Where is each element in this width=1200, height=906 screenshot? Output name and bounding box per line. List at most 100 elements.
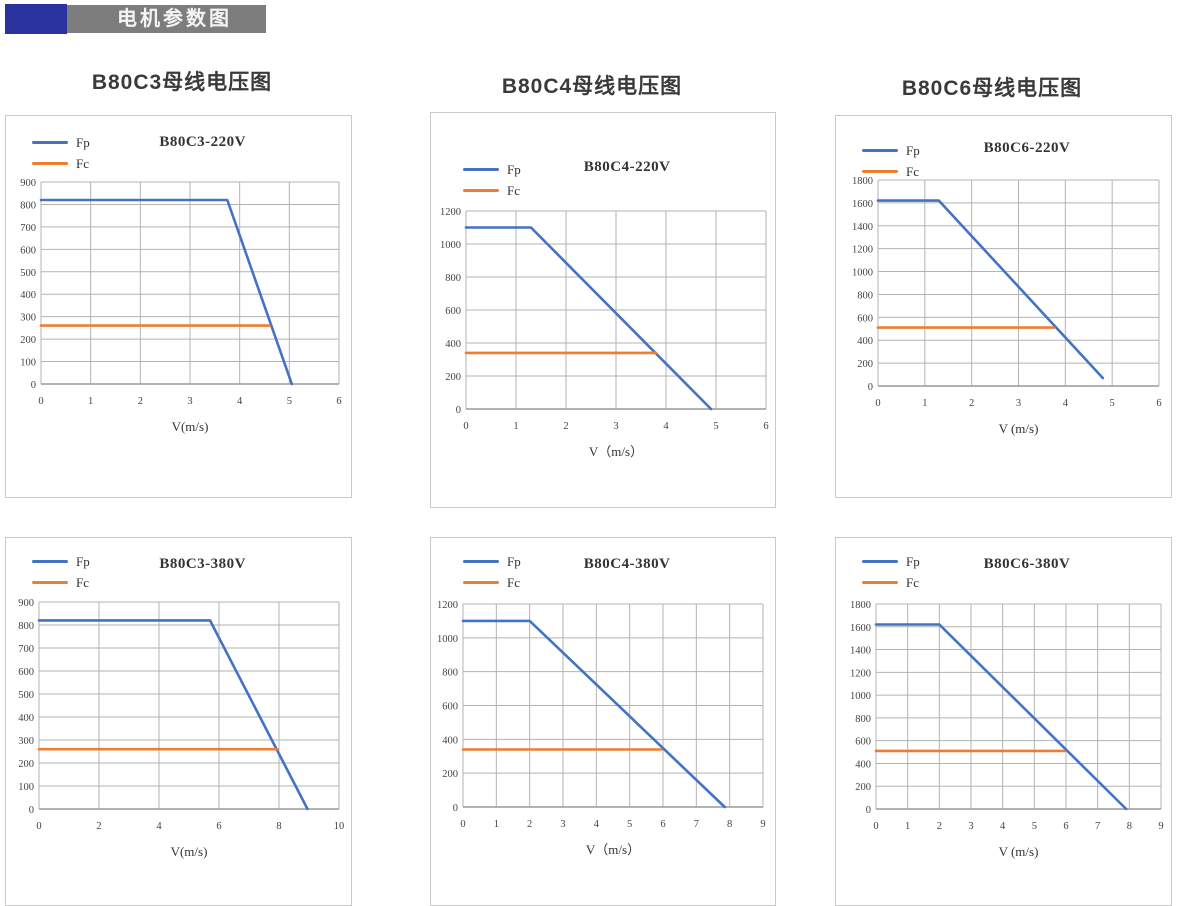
svg-text:2: 2 (138, 396, 143, 407)
svg-text:500: 500 (20, 268, 36, 279)
svg-text:8: 8 (727, 819, 732, 830)
fc-line-swatch (862, 581, 898, 584)
legend-item-fc: Fc (463, 180, 521, 201)
fc-line-swatch (862, 170, 898, 173)
svg-text:600: 600 (857, 313, 873, 324)
fc-line-swatch (32, 162, 68, 165)
svg-text:3: 3 (187, 396, 192, 407)
chart-panel-b80c6-220v: Fp Fc B80C6-220V 0 200 400 600 800 1000 1200 14… (835, 115, 1172, 498)
svg-text:0: 0 (866, 805, 871, 816)
legend-item-fp: Fp (463, 159, 521, 180)
svg-text:1200: 1200 (437, 600, 458, 611)
svg-text:200: 200 (20, 335, 36, 346)
svg-text:4: 4 (156, 821, 162, 832)
svg-text:1200: 1200 (440, 207, 461, 218)
page-title: 电机参数图 (117, 8, 232, 30)
svg-text:800: 800 (855, 714, 871, 725)
chart-panel-b80c6-380v: Fp Fc B80C6-380V 0 200 400 600 800 1000 1200 14… (835, 537, 1172, 906)
fc-line-swatch (463, 189, 499, 192)
chart-legend: Fp Fc (862, 140, 920, 182)
svg-text:3: 3 (1016, 398, 1021, 409)
svg-text:5: 5 (1110, 398, 1115, 409)
svg-text:1: 1 (494, 819, 499, 830)
svg-text:V(m/s): V(m/s) (171, 844, 208, 859)
svg-text:0: 0 (453, 803, 458, 814)
legend-label-fp: Fp (76, 553, 90, 569)
svg-text:6: 6 (336, 396, 341, 407)
chart-legend: Fp Fc (463, 159, 521, 201)
legend-item-fc: Fc (32, 572, 90, 593)
fp-line-swatch (862, 149, 898, 152)
legend-label-fc: Fc (76, 574, 89, 590)
svg-text:0: 0 (29, 805, 34, 816)
svg-text:6: 6 (216, 821, 221, 832)
svg-text:100: 100 (20, 358, 36, 369)
svg-text:1: 1 (922, 398, 927, 409)
chart-panel-b80c4-220v: Fp Fc B80C4-220V 0 200 400 600 800 1000 1200 0 1… (430, 112, 776, 508)
fp-line-swatch (463, 168, 499, 171)
chart-panel-b80c3-220v: Fp Fc B80C3-220V 0 100 200 300 400 500 600 700 8… (5, 115, 352, 498)
svg-text:2: 2 (937, 821, 942, 832)
chart-legend: Fp Fc (862, 551, 920, 593)
svg-text:1600: 1600 (852, 199, 873, 210)
svg-text:1000: 1000 (850, 691, 871, 702)
legend-label-fp: Fp (507, 553, 521, 569)
svg-text:1: 1 (905, 821, 910, 832)
legend-label-fc: Fc (76, 155, 89, 171)
header-accent-block (5, 4, 67, 34)
svg-text:1: 1 (88, 396, 93, 407)
chart-title: B80C6-380V (983, 556, 1071, 572)
fp-line-swatch (32, 560, 68, 563)
legend-item-fp: Fp (862, 140, 920, 161)
chart-plot: 0 200 400 600 800 1000 1200 1400 1600 1800 0 1 2 3 4 5 6… (852, 176, 1162, 436)
svg-text:200: 200 (442, 769, 458, 780)
legend-label-fp: Fp (76, 134, 90, 150)
legend-item-fp: Fp (463, 551, 521, 572)
legend-label-fp: Fp (906, 142, 920, 158)
svg-text:9: 9 (1158, 821, 1163, 832)
svg-text:1800: 1800 (850, 600, 871, 611)
legend-item-fc: Fc (463, 572, 521, 593)
chart-title: B80C3-380V (159, 556, 246, 572)
svg-text:5: 5 (627, 819, 632, 830)
chart-title: B80C3-220V (159, 134, 246, 150)
svg-text:500: 500 (18, 690, 34, 701)
svg-text:6: 6 (1063, 821, 1068, 832)
chart-title: B80C4-380V (583, 556, 671, 572)
chart-plot: 0 100 200 300 400 500 600 700 800 900 0 2 4 6 8 10 V(m/s… (18, 598, 344, 859)
svg-text:6: 6 (763, 421, 768, 432)
svg-text:0: 0 (873, 821, 878, 832)
svg-text:800: 800 (18, 621, 34, 632)
chart-panel-b80c3-380v: Fp Fc B80C3-380V 0 100 200 300 400 500 600 700 8… (5, 537, 352, 906)
svg-text:5: 5 (287, 396, 292, 407)
svg-text:200: 200 (855, 782, 871, 793)
svg-text:6: 6 (660, 819, 665, 830)
svg-text:0: 0 (460, 819, 465, 830)
svg-text:V（m/s）: V（m/s） (589, 444, 643, 459)
svg-text:700: 700 (18, 644, 34, 655)
svg-text:2: 2 (563, 421, 568, 432)
svg-text:800: 800 (445, 273, 461, 284)
svg-text:0: 0 (875, 398, 880, 409)
svg-text:1400: 1400 (852, 222, 873, 233)
chart-legend: Fp Fc (463, 551, 521, 593)
svg-text:400: 400 (857, 336, 873, 347)
svg-text:1200: 1200 (852, 245, 873, 256)
svg-text:600: 600 (442, 702, 458, 713)
svg-text:1000: 1000 (437, 634, 458, 645)
svg-text:9: 9 (760, 819, 765, 830)
svg-text:400: 400 (855, 759, 871, 770)
svg-text:6: 6 (1156, 398, 1161, 409)
svg-text:0: 0 (456, 405, 461, 416)
legend-item-fp: Fp (32, 551, 90, 572)
legend-item-fc: Fc (862, 572, 920, 593)
svg-text:4: 4 (594, 819, 600, 830)
legend-item-fp: Fp (32, 132, 90, 153)
chart-plot: 0 200 400 600 800 1000 1200 0 1 2 3 4 5 6 7 8 9 V（m/s） (437, 600, 766, 857)
svg-text:0: 0 (31, 380, 36, 391)
svg-text:600: 600 (445, 306, 461, 317)
svg-text:400: 400 (20, 290, 36, 301)
svg-text:8: 8 (276, 821, 281, 832)
svg-text:800: 800 (857, 290, 873, 301)
legend-label-fp: Fp (906, 553, 920, 569)
